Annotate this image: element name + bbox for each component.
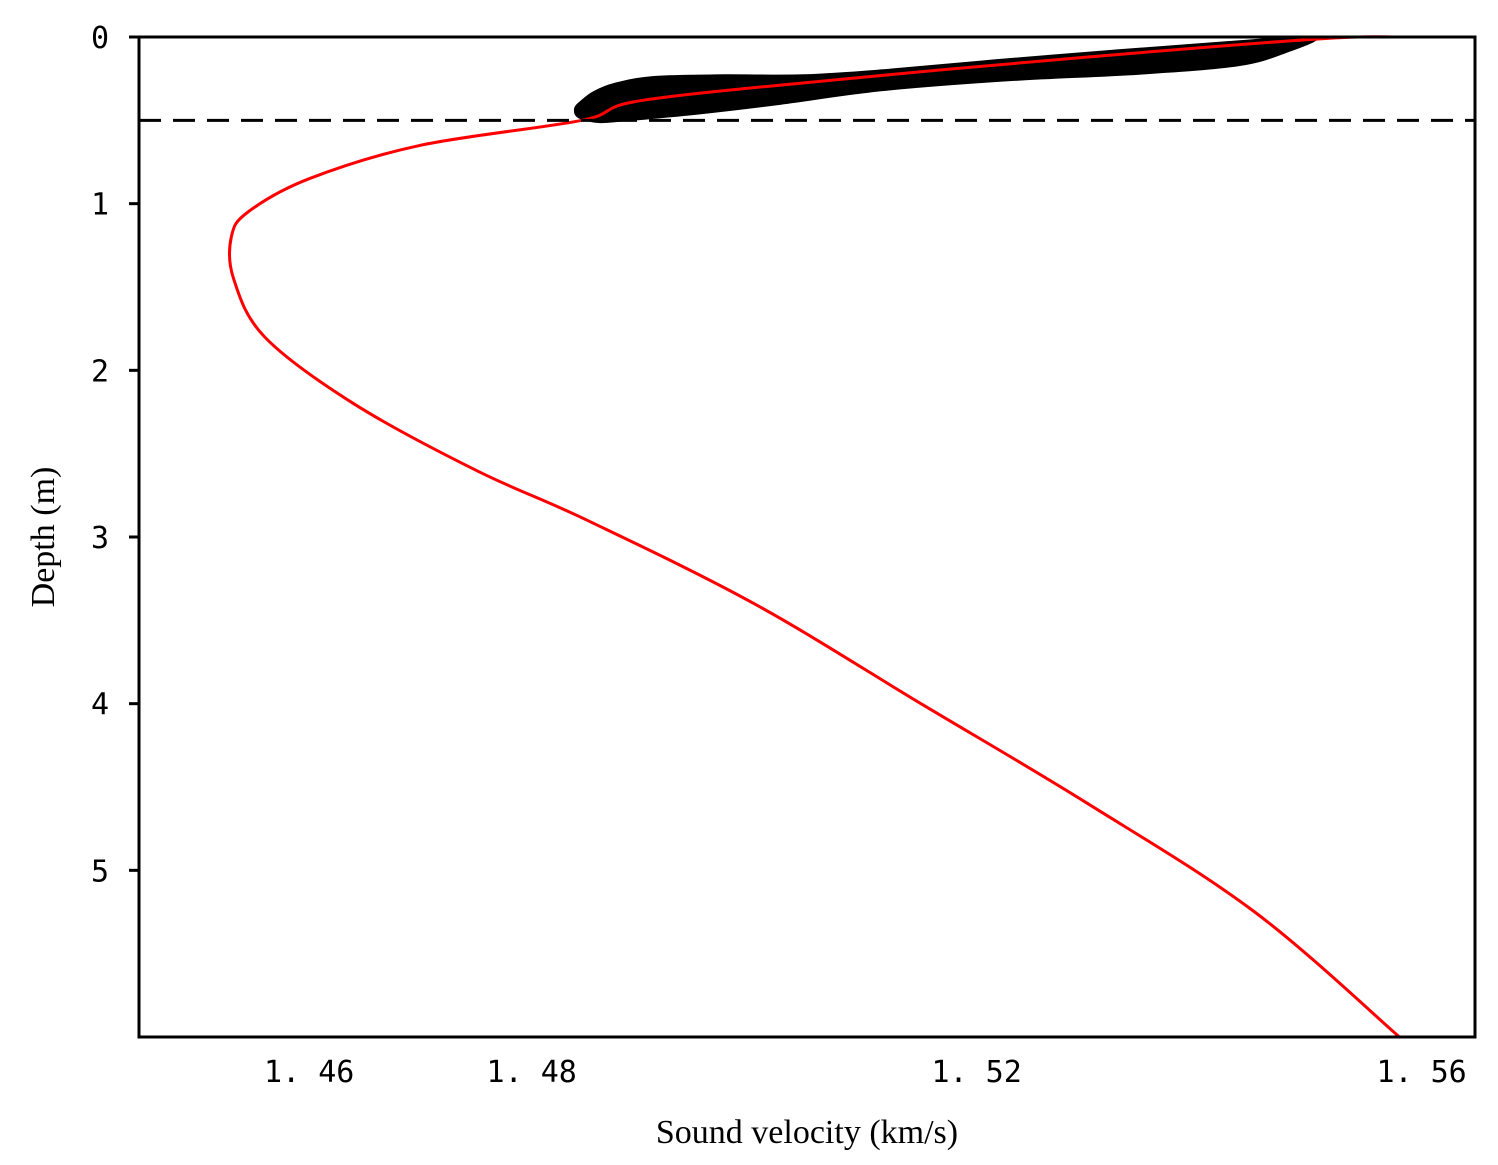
y-tick-label-0: 0 — [91, 21, 109, 56]
series-line-1 — [227, 35, 1401, 1039]
x-tick-label-3: 1. 56 — [1376, 1055, 1466, 1090]
x-tick-label-1: 1. 48 — [487, 1055, 577, 1090]
y-tick-label-1: 1 — [91, 188, 109, 223]
chart-marks — [139, 35, 1475, 1039]
y-tick-label-3: 3 — [91, 521, 109, 556]
axis-ticks: 1. 46 1. 48 1. 52 1. 56 0 1 2 3 4 5 — [91, 21, 1467, 1090]
y-tick-label-5: 5 — [91, 854, 109, 889]
x-tick-label-0: 1. 46 — [264, 1055, 354, 1090]
y-tick-label-2: 2 — [91, 354, 109, 389]
y-tick-label-4: 4 — [91, 688, 109, 723]
plot-frame — [137, 35, 1477, 1039]
series-band-0 — [573, 35, 1318, 124]
x-axis-label: Sound velocity (km/s) — [656, 1114, 958, 1151]
y-axis-label: Depth (m) — [25, 467, 62, 608]
x-tick-label-2: 1. 52 — [931, 1055, 1021, 1090]
